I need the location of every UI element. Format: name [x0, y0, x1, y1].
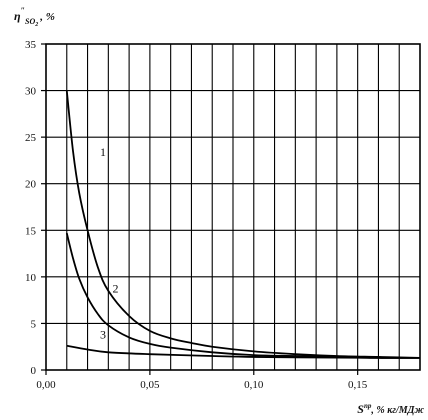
axes — [45, 43, 421, 371]
y-tick-label: 0 — [31, 365, 37, 377]
x-tick-label: 0,10 — [244, 379, 264, 391]
y-axis-label: η″SO2, % — [14, 6, 55, 28]
tick-labels: 0,00 0,05 0,10 0,15 0 5 10 15 20 25 30 35 — [25, 39, 368, 391]
y-tick-label: 25 — [25, 132, 37, 144]
x-tick-label: 0,05 — [140, 379, 160, 391]
y-tick-label: 20 — [25, 179, 37, 191]
y-tick-label: 35 — [25, 39, 37, 51]
series-line-3 — [66, 344, 421, 359]
series-labels: 1 2 3 — [100, 145, 118, 342]
series-label-2: 2 — [112, 282, 118, 296]
plot-frame — [45, 43, 421, 371]
series-label-3: 3 — [100, 327, 106, 341]
grid — [46, 44, 420, 370]
x-tick-label: 0,15 — [348, 379, 368, 391]
series-line-1 — [65, 90, 421, 359]
y-tick-label: 10 — [25, 272, 37, 284]
x-axis-label: Sпр, % кг/МДж — [357, 402, 424, 416]
series-group — [65, 90, 421, 359]
y-tick-label: 30 — [25, 86, 37, 98]
y-tick-label: 5 — [31, 318, 37, 330]
x-tick-label: 0,00 — [36, 379, 56, 391]
series-label-1: 1 — [100, 145, 106, 159]
y-tick-label: 15 — [25, 225, 37, 237]
